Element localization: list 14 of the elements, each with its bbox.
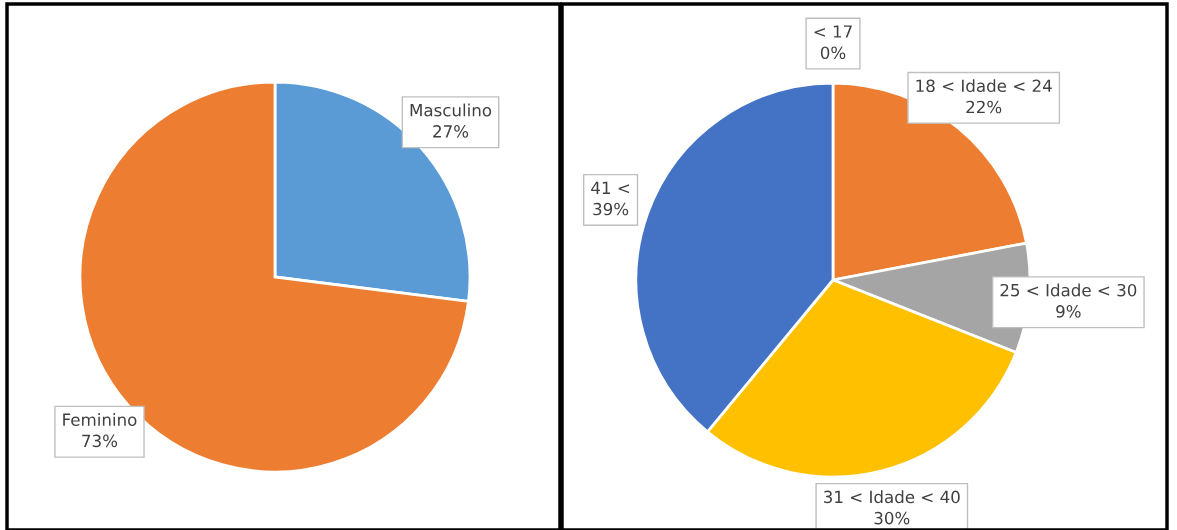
- slice-label: 18 < Idade < 24: [916, 79, 1052, 93]
- slice-label: 41 <: [591, 181, 630, 194]
- slice-label: 31 < Idade < 40: [824, 490, 960, 504]
- slice-label: Feminino: [63, 413, 137, 426]
- slice-label: Masculino: [410, 103, 492, 117]
- data-label: 22%: [966, 100, 1002, 114]
- data-label: 27%: [433, 125, 469, 138]
- category-label: < 17: [814, 25, 852, 38]
- data-label: 39%: [593, 202, 629, 216]
- data-label: 30%: [874, 511, 910, 525]
- data-label: 9%: [1056, 305, 1081, 318]
- slice-label: 25 < Idade < 30: [1000, 283, 1137, 297]
- text: 0%: [820, 46, 846, 60]
- data-label: 73%: [82, 434, 118, 448]
